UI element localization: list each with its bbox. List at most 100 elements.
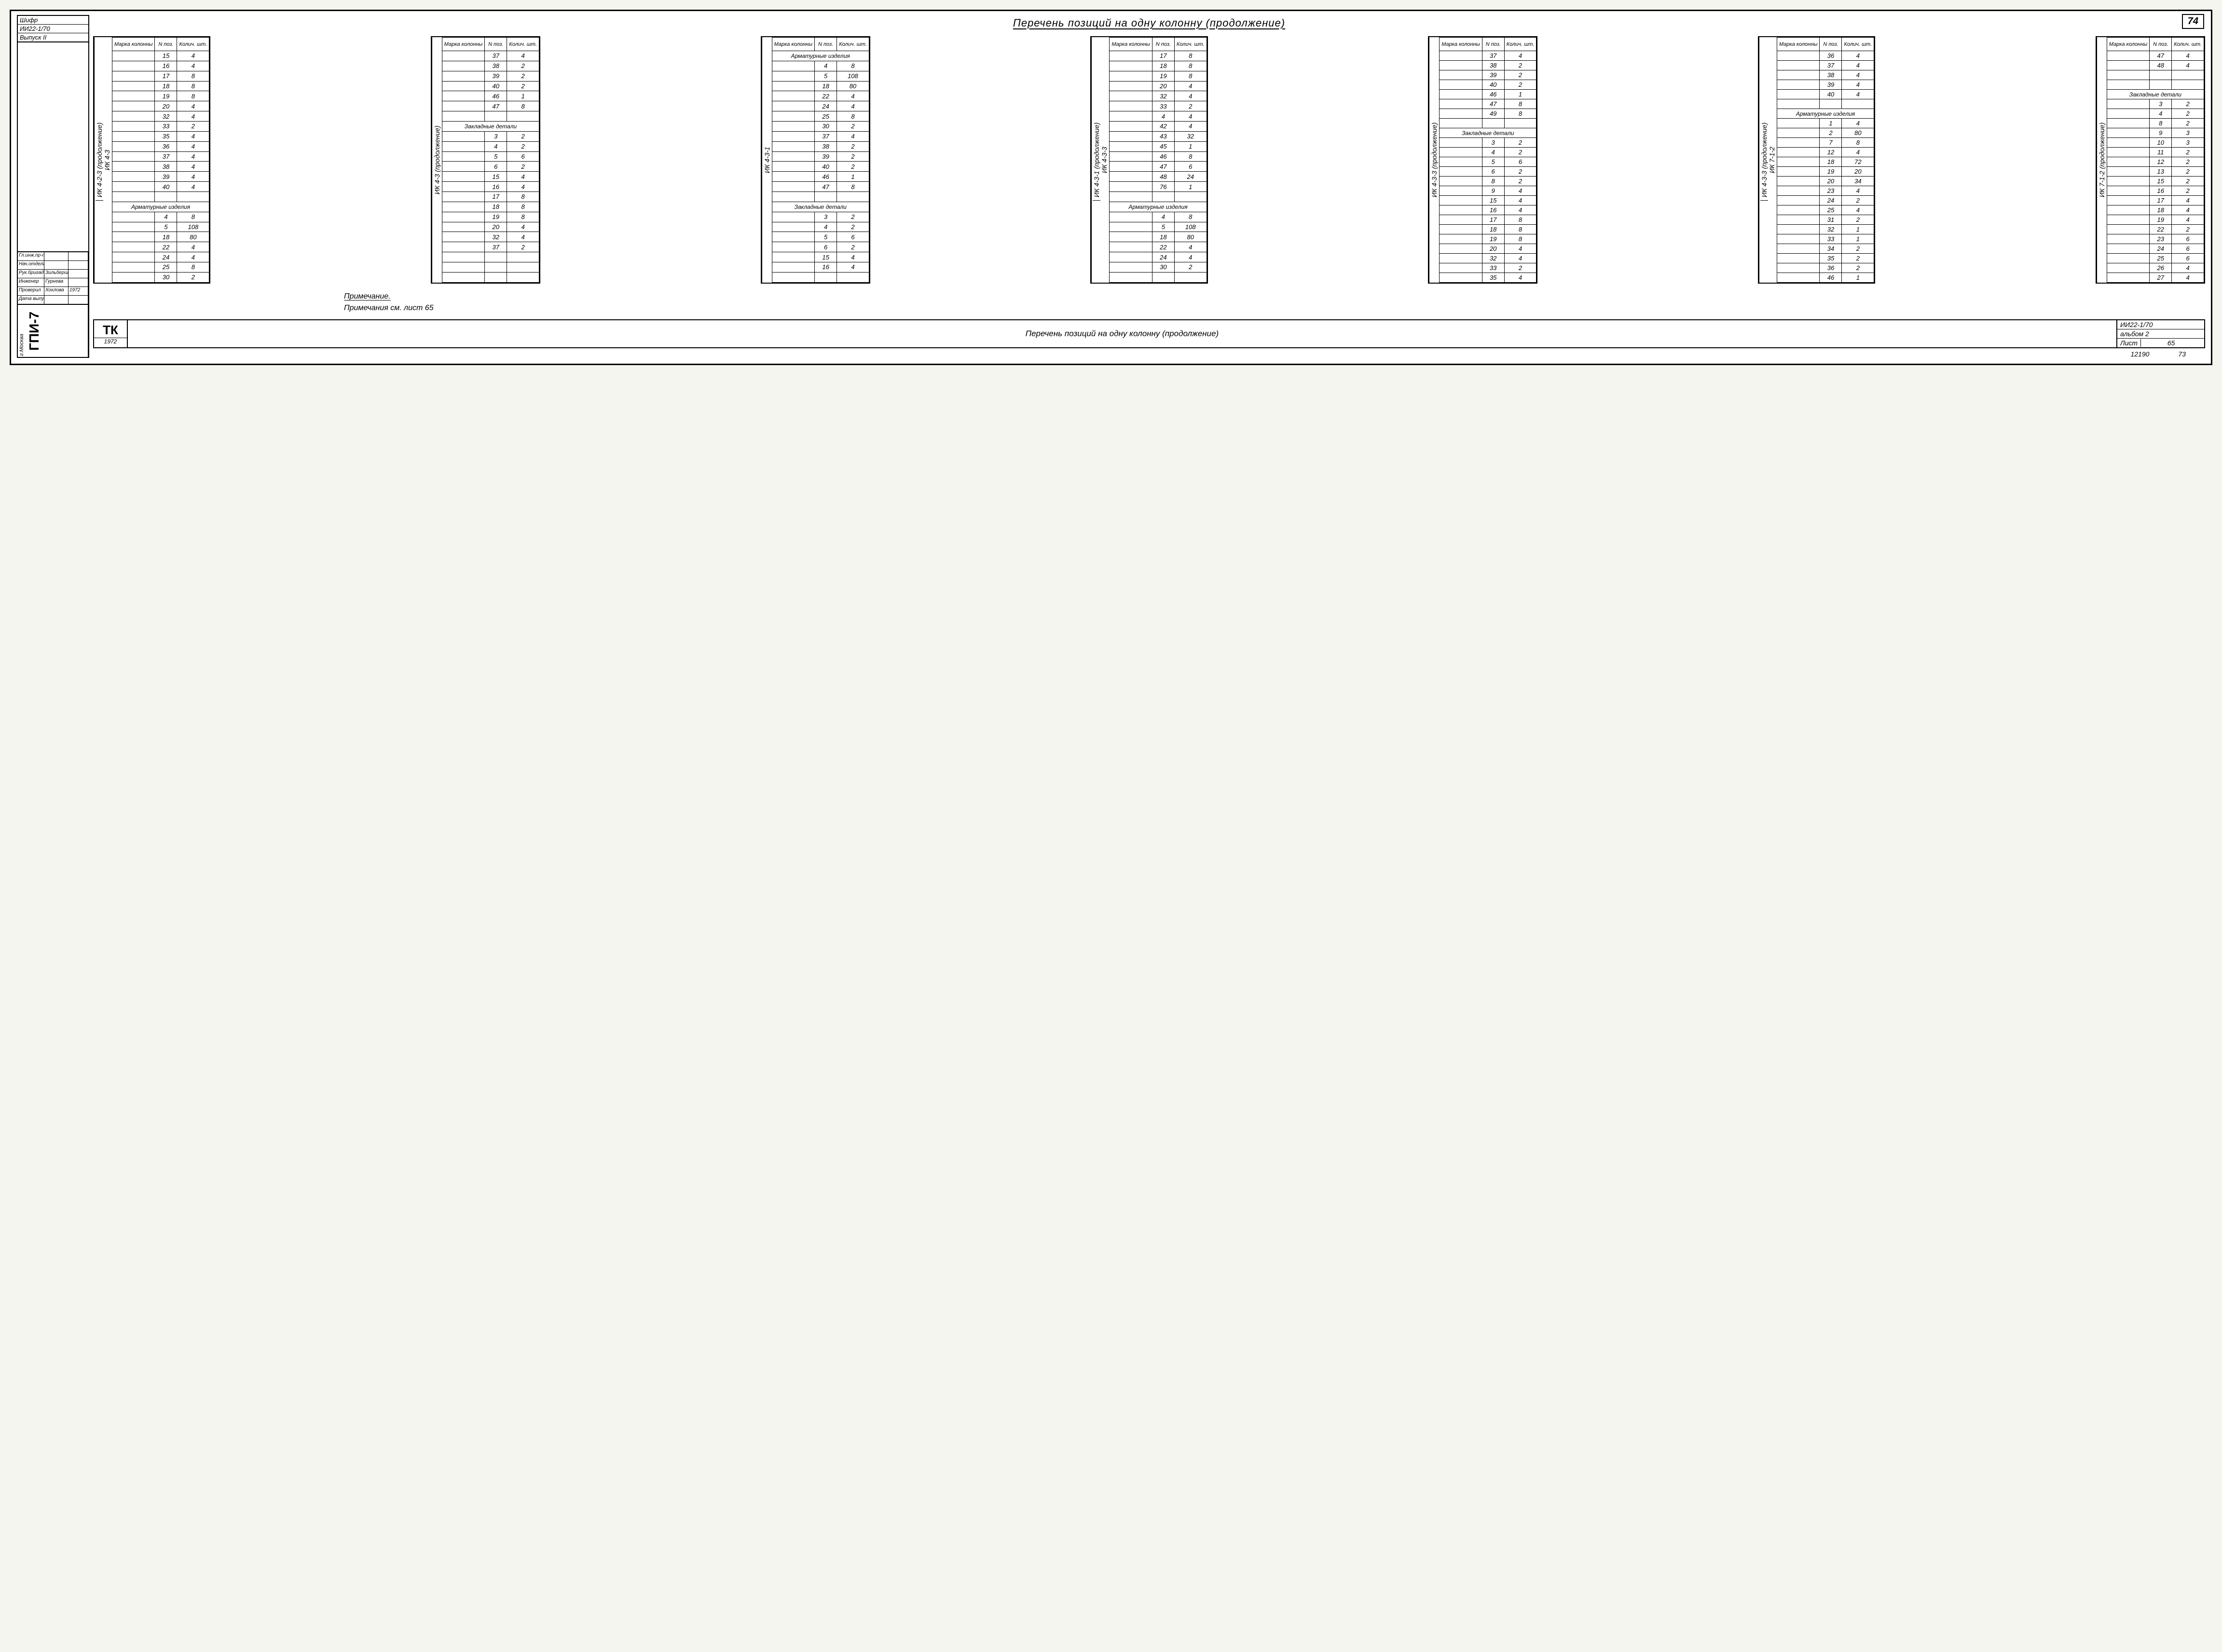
table-row: 154 — [442, 172, 539, 182]
data-cell: 18 — [2150, 205, 2172, 215]
data-cell — [1777, 80, 1819, 90]
data-cell — [2107, 51, 2149, 61]
table-row — [1440, 119, 1536, 128]
table-row: 258 — [772, 111, 869, 122]
data-cell: 4 — [1174, 111, 1207, 122]
data-cell — [2107, 99, 2149, 109]
data-cell: 1 — [1842, 234, 1874, 244]
data-cell — [112, 172, 155, 182]
data-cell: 2 — [837, 162, 869, 172]
data-cell — [1110, 162, 1152, 172]
data-cell: 16 — [2150, 186, 2172, 196]
col-marka: Марка колонны — [112, 38, 155, 51]
group-vertical-label: ИК 4-2-3 (продолжение)ИК 4-3 — [94, 37, 112, 283]
data-cell: 2 — [1842, 196, 1874, 205]
data-cell: 2 — [507, 131, 539, 141]
data-cell: 2 — [837, 151, 869, 162]
data-cell — [112, 182, 155, 192]
data-cell — [442, 131, 484, 141]
table-row: 244 — [1110, 252, 1207, 262]
col-marka: Марка колонны — [1110, 38, 1152, 51]
table-row: 1920 — [1777, 167, 1874, 177]
data-cell: 39 — [1820, 80, 1842, 90]
data-cell: 33 — [1152, 101, 1174, 111]
data-cell — [442, 91, 484, 101]
data-cell: 30 — [815, 122, 837, 132]
table-row: 198 — [112, 91, 209, 101]
data-cell: 2 — [507, 61, 539, 71]
table-row: 461 — [1440, 90, 1536, 99]
data-cell: 49 — [1482, 109, 1504, 119]
data-cell — [772, 81, 814, 91]
table-row: 48 — [772, 61, 869, 71]
data-cell — [442, 172, 484, 182]
data-cell — [1110, 61, 1152, 71]
drawing-sheet: 74 Шифр ИИ22-1/70 Выпуск II Гл.инж.пр-та… — [10, 10, 2212, 365]
table-row: 82 — [2107, 119, 2204, 128]
data-cell — [1440, 244, 1482, 254]
data-cell: 6 — [485, 162, 507, 172]
data-cell: 4 — [485, 141, 507, 151]
table-row: 4824 — [1110, 172, 1207, 182]
data-cell — [2107, 254, 2149, 263]
data-cell — [112, 162, 155, 172]
data-cell: 4 — [177, 141, 209, 151]
data-cell — [112, 51, 155, 61]
table-row: 384 — [1777, 70, 1874, 80]
data-cell: 4 — [507, 232, 539, 242]
table-row: 188 — [442, 202, 539, 212]
data-cell — [1110, 272, 1152, 282]
group-vertical-label: ИК 4-3-1 (продолжение)ИК 4-3-3 — [1091, 37, 1109, 283]
data-cell — [1174, 272, 1207, 282]
data-cell — [1440, 234, 1482, 244]
table-row: 461 — [442, 91, 539, 101]
data-cell — [2107, 128, 2149, 138]
data-cell: 35 — [1482, 273, 1504, 283]
column-group: ИК 4-3-3 (продолжение)ИК 7-1-2 Марка кол… — [1758, 36, 1875, 284]
data-cell: 16 — [155, 61, 177, 71]
data-cell: 40 — [815, 162, 837, 172]
data-cell: 4 — [177, 131, 209, 141]
data-cell — [1110, 232, 1152, 242]
shifr-block: Шифр ИИ22-1/70 Выпуск II — [17, 15, 89, 42]
signature-row: ПроверилХохлова1972 — [18, 287, 88, 295]
data-cell: 12 — [2150, 157, 2172, 167]
data-cell: 18 — [1152, 232, 1174, 242]
data-cell — [112, 192, 155, 202]
data-cell: 6 — [2172, 234, 2204, 244]
data-cell: 2 — [1504, 138, 1536, 148]
data-cell: 5 — [485, 151, 507, 162]
data-cell — [772, 61, 814, 71]
table-row: 164 — [1440, 205, 1536, 215]
data-cell: 1 — [837, 172, 869, 182]
data-cell: 108 — [837, 71, 869, 81]
data-cell — [2107, 109, 2149, 119]
data-cell — [442, 182, 484, 192]
table-row: 324 — [442, 232, 539, 242]
table-row: 5108 — [1110, 222, 1207, 232]
data-cell — [2107, 244, 2149, 254]
data-cell — [1777, 273, 1819, 283]
table-row: 174 — [2107, 196, 2204, 205]
data-cell: 8 — [1174, 61, 1207, 71]
data-cell — [1777, 196, 1819, 205]
data-cell: 22 — [815, 91, 837, 101]
data-cell: 19 — [1820, 167, 1842, 177]
position-table: Марка колонны N поз. Колич. шт. 474484За… — [2107, 37, 2204, 283]
table-row: 154 — [772, 252, 869, 262]
data-cell: 2 — [2172, 186, 2204, 196]
table-row: 124 — [1777, 148, 1874, 157]
data-cell: 24 — [1152, 252, 1174, 262]
position-table: Марка колонны N поз. Колич. шт. 15416417… — [112, 37, 209, 283]
table-row: 402 — [772, 162, 869, 172]
data-cell — [1110, 252, 1152, 262]
table-row: 332 — [1440, 263, 1536, 273]
data-cell — [1777, 148, 1819, 157]
section-header-cell: Арматурные изделия — [112, 202, 209, 212]
data-cell: 76 — [1152, 182, 1174, 192]
group-vertical-label: ИК 4-3-3 (продолжение)ИК 7-1-2 — [1759, 37, 1777, 283]
data-cell: 33 — [1482, 263, 1504, 273]
data-cell — [1440, 273, 1482, 283]
table-row: 372 — [442, 242, 539, 252]
data-cell: 8 — [1842, 138, 1874, 148]
